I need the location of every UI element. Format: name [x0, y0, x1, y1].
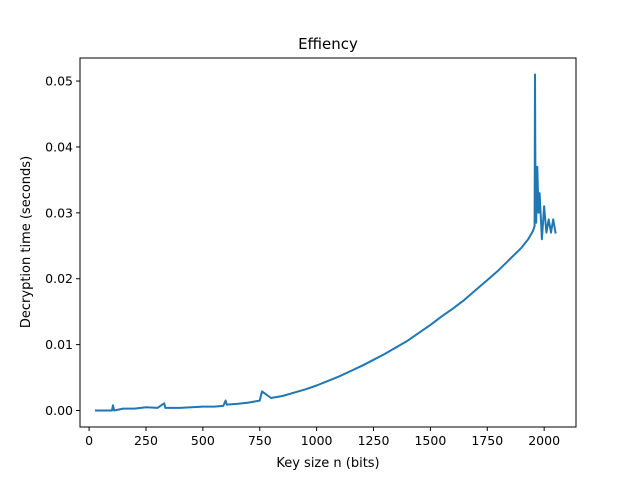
y-tick-label: 0.02	[45, 271, 73, 286]
y-tick-label: 0.04	[45, 139, 73, 154]
y-tick-label: 0.03	[45, 205, 73, 220]
y-axis: 0.00 0.01 0.02 0.03 0.04 0.05	[45, 74, 80, 418]
data-series-line	[94, 73, 557, 412]
x-tick-label: 0	[85, 433, 93, 448]
x-tick-label: 750	[248, 433, 272, 448]
x-tick-label: 250	[134, 433, 158, 448]
plot-area	[94, 73, 557, 412]
y-axis-label: Decryption time (seconds)	[19, 156, 34, 328]
x-axis-label: Key size n (bits)	[276, 456, 379, 471]
x-tick-label: 500	[191, 433, 215, 448]
x-axis: 0 250 500 750 1000 1250 1500 1750 2000	[85, 427, 560, 448]
x-tick-label: 2000	[528, 433, 560, 448]
y-tick-label: 0.05	[45, 74, 73, 89]
chart-title: Effiency	[298, 35, 358, 53]
x-tick-label: 1750	[471, 433, 503, 448]
x-tick-label: 1000	[301, 433, 333, 448]
x-tick-label: 1500	[414, 433, 446, 448]
y-tick-label: 0.00	[45, 403, 73, 418]
y-tick-label: 0.01	[45, 337, 73, 352]
x-tick-label: 1250	[358, 433, 390, 448]
axes-frame	[79, 57, 577, 428]
